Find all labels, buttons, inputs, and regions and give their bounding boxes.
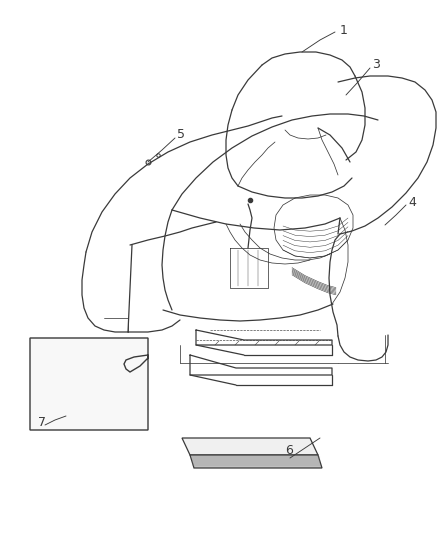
Polygon shape — [182, 438, 317, 455]
Polygon shape — [30, 338, 148, 430]
Polygon shape — [190, 455, 321, 468]
Text: 4: 4 — [407, 196, 415, 208]
Text: 3: 3 — [371, 59, 379, 71]
Text: 7: 7 — [38, 416, 46, 429]
Text: 6: 6 — [284, 443, 292, 456]
Text: 1: 1 — [339, 23, 347, 36]
Text: 5: 5 — [177, 128, 184, 141]
